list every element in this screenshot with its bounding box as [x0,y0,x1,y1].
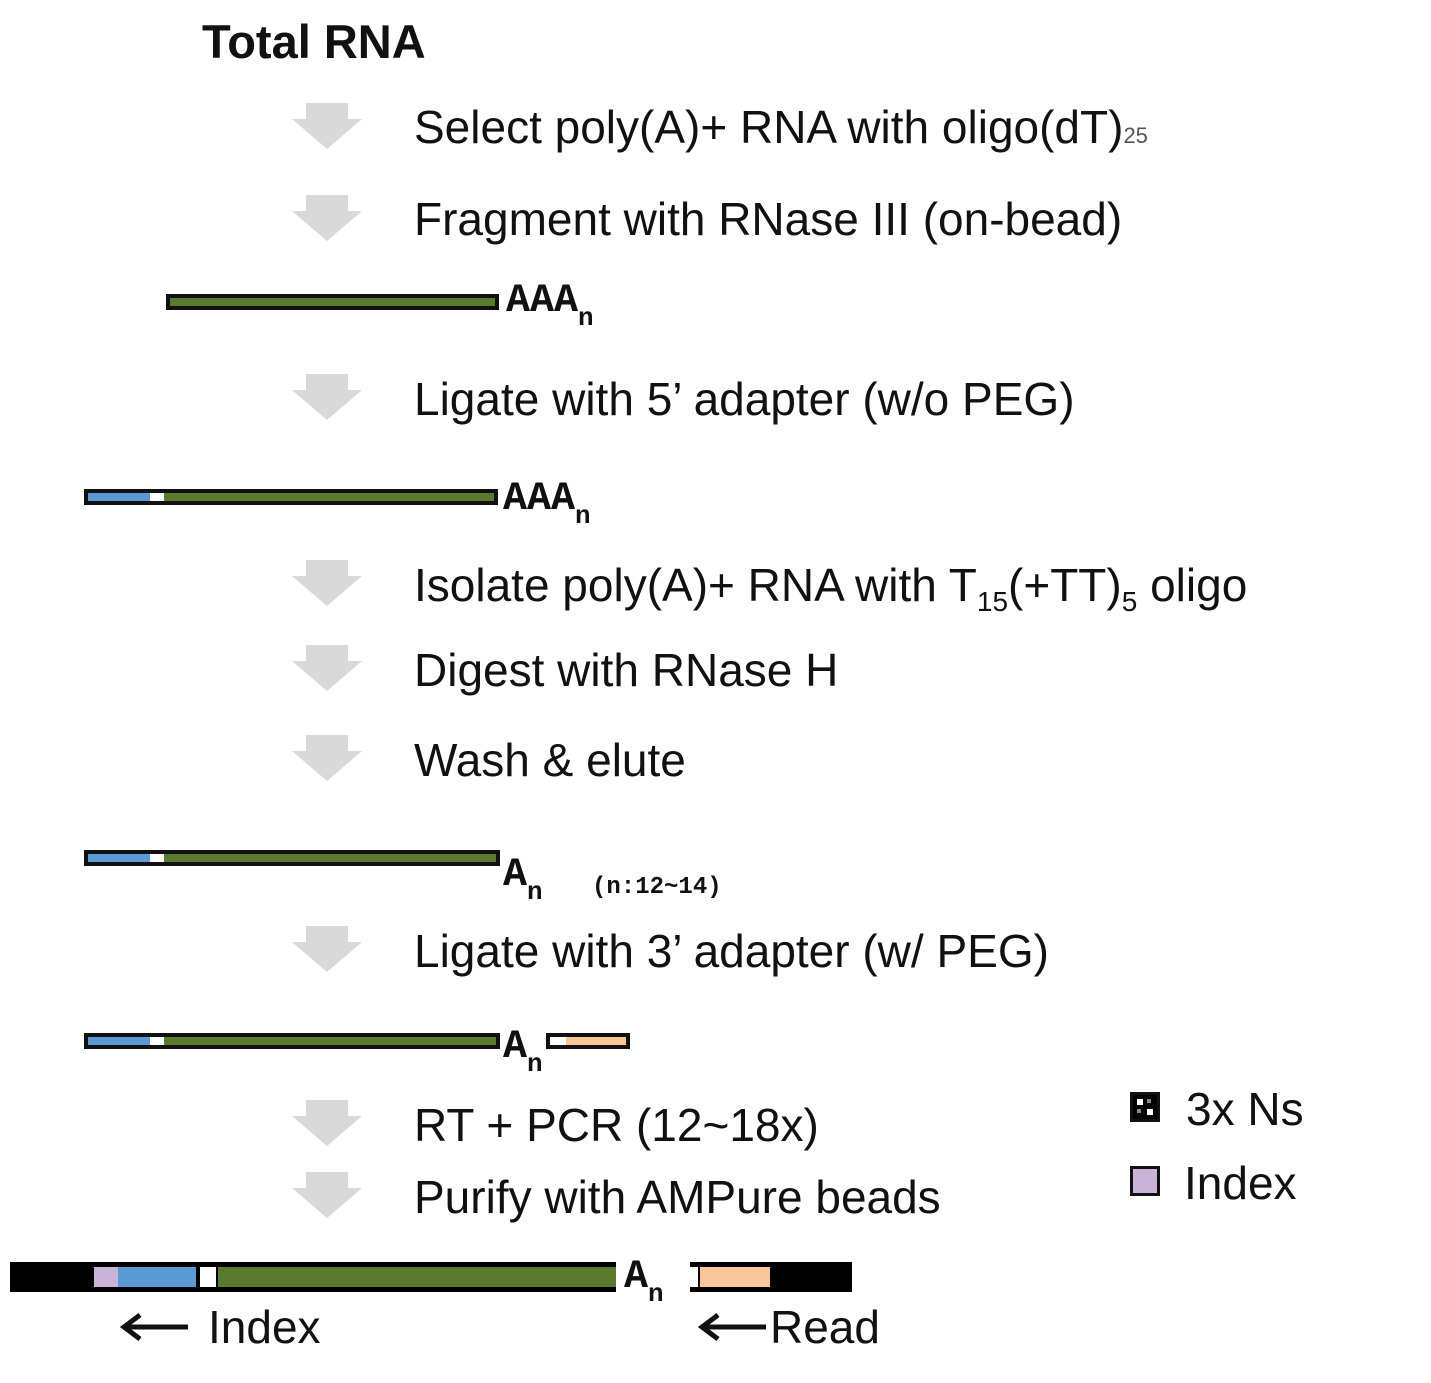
polya-tail-label-2: AAAn [503,480,591,520]
adapter5-segment [88,493,150,501]
ns-segment [150,493,164,501]
step-rt-pcr: RT + PCR (12~18x) [414,1102,819,1148]
ns-segment-2 [150,854,164,862]
ns-segment-final-3 [690,1267,698,1287]
adapter5-segment-3 [88,1037,150,1045]
down-arrow-icon [292,1100,362,1146]
adapter5-segment-2 [88,854,150,862]
down-arrow-icon [292,735,362,781]
step-wash: Wash & elute [414,737,686,783]
digested-bar [84,850,500,866]
index-segment [94,1267,118,1287]
ns-legend-label: 3x Ns [1186,1086,1304,1132]
ns-legend-icon [1130,1092,1160,1122]
step-ligate-3: Ligate with 3’ adapter (w/ PEG) [414,928,1049,974]
adapter3-segment-final [700,1267,770,1287]
step-isolate-text-b: (+TT) [1008,559,1122,611]
read-direction-label: Read [770,1304,880,1350]
step-select-polya-subscript: 25 [1123,123,1147,148]
short-tail-n: n [527,877,543,907]
ns-segment-final [200,1267,216,1287]
polya-n: n [578,303,594,333]
down-arrow-icon [292,374,362,420]
ligated-tail-label: An [503,1028,543,1068]
index-read-label: Index [208,1304,321,1350]
step-isolate-text-c: oligo [1137,559,1247,611]
adapter5-segment-final [118,1267,196,1287]
step-ligate-5: Ligate with 5’ adapter (w/o PEG) [414,376,1075,422]
down-arrow-icon [292,1172,362,1218]
adapter3-bar [546,1033,630,1049]
final-library-bar [10,1262,852,1292]
left-arrow-icon [118,1312,190,1342]
polya-aaa-2: AAA [503,477,575,522]
polya-n-2: n [575,501,591,531]
polya-aaa: AAA [506,279,578,324]
ligated-tail-n: n [527,1049,543,1079]
left-arrow-icon [696,1312,768,1342]
short-tail-label: An [503,856,543,896]
ligated-3-bar [84,1033,500,1049]
n-range-label: (n:12~14) [592,876,722,900]
step-isolate-sub1: 15 [977,586,1008,617]
step-select-polya-text: Select poly(A)+ RNA with oligo(dT) [414,101,1123,153]
index-legend-swatch [1130,1166,1160,1196]
title: Total RNA [202,14,426,69]
step-fragment: Fragment with RNase III (on-bead) [414,196,1122,242]
rna-fragment-bar [166,294,499,310]
final-tail-n: n [648,1279,664,1309]
ligated-5-bar [84,489,498,505]
short-tail-a: A [503,853,527,898]
down-arrow-icon [292,195,362,241]
index-legend-label: Index [1184,1160,1297,1206]
step-select-polya: Select poly(A)+ RNA with oligo(dT)25 [414,104,1148,150]
down-arrow-icon [292,103,362,149]
step-digest: Digest with RNase H [414,647,838,693]
step-isolate-text-a: Isolate poly(A)+ RNA with T [414,559,977,611]
step-purify: Purify with AMPure beads [414,1174,941,1220]
rna-segment-final [218,1267,616,1287]
final-tail-label: An [624,1258,664,1298]
ns-segment-3 [150,1037,164,1045]
step-isolate-sub2: 5 [1122,586,1138,617]
final-tail-a: A [624,1255,648,1300]
polya-tail-label: AAAn [506,282,594,322]
ligated-tail-a: A [503,1025,527,1070]
down-arrow-icon [292,560,362,606]
step-isolate-polya: Isolate poly(A)+ RNA with T15(+TT)5 olig… [414,562,1247,608]
down-arrow-icon [292,926,362,972]
ns-segment-4 [550,1037,566,1045]
down-arrow-icon [292,645,362,691]
